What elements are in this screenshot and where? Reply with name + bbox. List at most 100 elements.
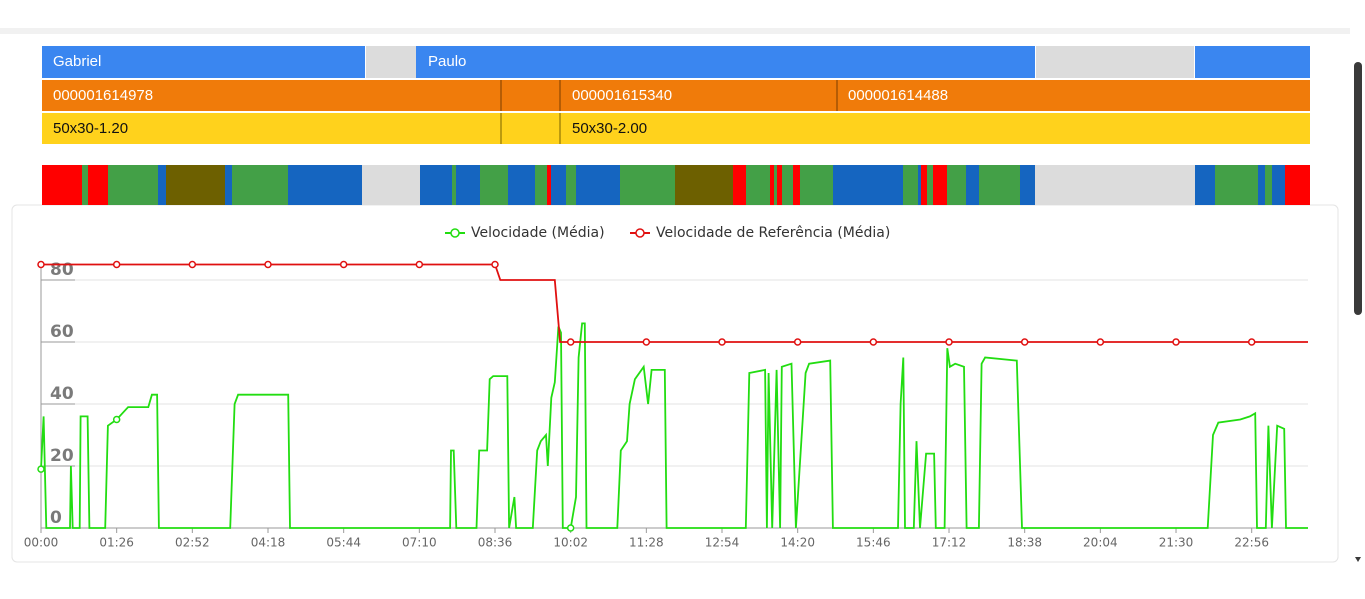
products-row: 50x30-1.20 50x30-2.00	[42, 113, 1310, 144]
status-segment	[1265, 165, 1272, 205]
status-segment	[480, 165, 508, 205]
status-segment	[82, 165, 88, 205]
status-segment	[777, 165, 782, 205]
status-segment	[620, 165, 675, 205]
point-marker	[566, 338, 575, 346]
x-tick-label: 07:10	[402, 536, 437, 550]
legend-marker	[635, 228, 645, 238]
x-tick-label: 15:46	[856, 536, 891, 550]
point-marker	[945, 338, 953, 346]
series-line	[40, 322, 1308, 529]
x-tick-label: 01:26	[99, 536, 134, 550]
status-segment	[362, 165, 420, 205]
point-marker	[264, 260, 272, 269]
x-tick-label: 22:56	[1234, 536, 1269, 550]
point-marker	[869, 338, 878, 346]
chart-card	[11, 204, 1339, 563]
y-tick-label: 60	[50, 322, 74, 342]
idle-segment	[1036, 46, 1194, 78]
idle-segment	[366, 46, 416, 78]
point-marker	[491, 260, 499, 269]
legend-label: Velocidade de Referência (Média)	[656, 225, 890, 241]
status-segment	[927, 165, 933, 205]
operator-segment	[1195, 46, 1310, 78]
scrollbar-thumb[interactable]	[1354, 62, 1362, 315]
status-segment	[166, 165, 225, 205]
status-segment	[452, 165, 456, 205]
product-label: 50x30-1.20	[53, 120, 128, 137]
status-segment	[232, 165, 288, 205]
x-tick-label: 04:18	[251, 536, 286, 550]
status-segment	[42, 165, 82, 205]
top-strip	[0, 28, 1350, 34]
status-segment	[903, 165, 918, 205]
status-segment	[933, 165, 947, 205]
y-tick-label: 0	[50, 508, 62, 528]
status-segment	[733, 165, 746, 205]
point-marker	[37, 465, 45, 473]
point-marker	[1096, 338, 1105, 346]
status-bar	[42, 165, 1310, 205]
point-marker	[188, 260, 197, 269]
x-tick-label: 02:52	[175, 536, 210, 550]
point-marker	[112, 415, 121, 424]
x-tick-label: 05:44	[326, 536, 361, 550]
status-segment	[88, 165, 108, 205]
status-segment	[770, 165, 774, 205]
orders-row: 000001614978 000001615340 000001614488	[42, 80, 1310, 111]
point-marker	[566, 524, 575, 532]
status-segment	[566, 165, 576, 205]
status-segment	[947, 165, 966, 205]
y-tick-label: 80	[50, 260, 74, 280]
order-segment	[42, 80, 1310, 111]
x-tick-label: 10:02	[553, 536, 588, 550]
point-marker	[1247, 338, 1256, 346]
point-marker	[718, 338, 726, 346]
operators-row: Gabriel Paulo	[42, 46, 1310, 78]
x-tick-label: 21:30	[1159, 536, 1194, 550]
operator-label: Gabriel	[53, 53, 101, 70]
status-segment	[108, 165, 158, 205]
x-tick-label: 12:54	[705, 536, 740, 550]
y-tick-label: 20	[50, 446, 74, 466]
legend-label: Velocidade (Média)	[471, 225, 605, 241]
legend-marker	[450, 228, 460, 238]
status-segment	[675, 165, 733, 205]
status-segment	[1215, 165, 1258, 205]
point-marker	[339, 260, 348, 269]
x-tick-label: 14:20	[780, 536, 815, 550]
point-marker	[1172, 338, 1180, 346]
point-marker	[112, 260, 121, 269]
product-segment	[42, 113, 1310, 144]
point-marker	[37, 260, 45, 269]
status-segment	[746, 165, 833, 205]
status-segment	[1285, 165, 1310, 205]
x-tick-label: 00:00	[24, 536, 59, 550]
status-segment	[979, 165, 1020, 205]
product-label: 50x30-2.00	[572, 120, 647, 137]
point-marker	[793, 338, 802, 346]
x-tick-label: 20:04	[1083, 536, 1118, 550]
scroll-arrow[interactable]	[1355, 557, 1361, 562]
point-marker	[642, 338, 651, 346]
x-tick-label: 11:28	[629, 536, 664, 550]
order-label: 000001615340	[572, 87, 672, 104]
operator-label: Paulo	[428, 53, 466, 70]
x-tick-label: 17:12	[932, 536, 967, 550]
x-tick-label: 18:38	[1007, 536, 1042, 550]
status-segment	[535, 165, 547, 205]
order-label: 000001614488	[848, 87, 948, 104]
point-marker	[415, 260, 424, 269]
operator-segment	[42, 46, 365, 78]
y-tick-label: 40	[50, 384, 74, 404]
point-marker	[1020, 338, 1029, 346]
plot: 0 20 40 60 80 00:00 01:26 02:52 04:18 05:44 07:10 0…	[24, 225, 1308, 550]
x-tick-label: 08:36	[478, 536, 513, 550]
operator-segment	[416, 46, 1035, 78]
status-segment	[547, 165, 551, 205]
status-segment	[1035, 165, 1195, 205]
order-label: 000001614978	[53, 87, 153, 104]
status-segment	[921, 165, 927, 205]
